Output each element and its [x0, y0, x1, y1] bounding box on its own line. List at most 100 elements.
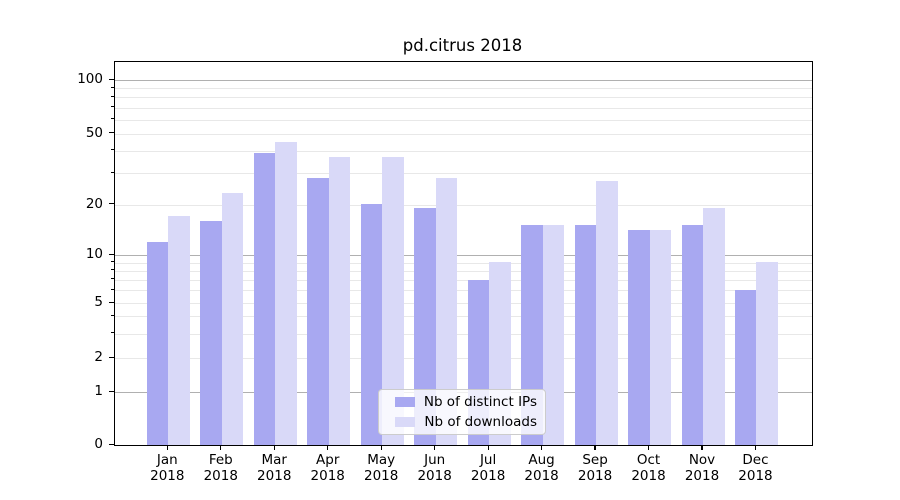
x-tick-label-sep: Sep 2018	[577, 452, 613, 484]
y-minor-tick-mark	[111, 171, 114, 173]
bar-jan-downloads	[168, 216, 190, 445]
bar-oct-distinct-ips	[628, 230, 650, 445]
y-minor-tick-mark	[111, 332, 114, 334]
gridline-minor-40	[115, 150, 812, 152]
y-tick-label-20: 20	[85, 195, 103, 212]
x-tick-label-dec: Dec 2018	[738, 452, 773, 484]
bar-apr-downloads	[328, 156, 351, 445]
y-tick-label-1: 1	[94, 383, 103, 399]
bar-may-distinct-ips	[360, 204, 383, 445]
bar-mar-distinct-ips	[253, 152, 276, 445]
gridline-minor-20	[115, 204, 812, 206]
y-tick-mark	[109, 443, 114, 445]
y-minor-tick-mark	[111, 269, 114, 271]
gridline-minor-30	[115, 173, 812, 175]
x-tick-mark-dec	[754, 445, 757, 450]
legend-swatch-distinct-ips	[395, 397, 415, 407]
gridline-minor-6	[115, 290, 812, 292]
gridline-minor-70	[115, 107, 812, 109]
bar-sep-downloads	[596, 181, 618, 445]
gridline-minor-8	[115, 270, 812, 272]
plot-area	[114, 61, 813, 446]
bar-mar-downloads	[275, 141, 297, 445]
y-minor-tick-mark	[111, 106, 114, 108]
gridline-major-10	[115, 255, 812, 257]
legend-label-downloads: Nb of downloads	[424, 413, 537, 430]
y-minor-tick-mark	[111, 288, 114, 290]
bar-jun-downloads	[435, 178, 458, 445]
bar-dec-distinct-ips	[734, 290, 757, 445]
y-tick-mark	[109, 253, 114, 255]
bar-apr-distinct-ips	[307, 178, 329, 445]
x-tick-label-nov: Nov 2018	[684, 452, 720, 484]
y-tick-mark	[109, 78, 114, 80]
x-tick-mark-apr	[327, 445, 329, 450]
x-tick-mark-may	[380, 445, 382, 450]
legend-item-distinct-ips: Nb of distinct IPs	[386, 394, 537, 411]
legend-label-distinct-ips: Nb of distinct IPs	[423, 393, 537, 410]
gridline-minor-9	[115, 262, 812, 264]
bar-jun-distinct-ips	[414, 207, 436, 445]
bar-jan-distinct-ips	[146, 241, 169, 445]
y-minor-tick-mark	[111, 132, 114, 134]
x-tick-label-jun: Jun 2018	[417, 452, 452, 484]
y-minor-tick-mark	[111, 314, 114, 316]
bar-nov-distinct-ips	[681, 225, 703, 445]
x-tick-label-jan: Jan 2018	[150, 452, 185, 484]
legend-swatch-downloads	[395, 417, 416, 427]
x-tick-label-feb: Feb 2018	[203, 452, 238, 484]
bar-oct-downloads	[649, 230, 672, 445]
chart-title: pd.citrus 2018	[402, 36, 523, 55]
y-tick-label-100: 100	[77, 71, 103, 87]
y-minor-tick-mark	[111, 203, 114, 204]
y-minor-tick-mark	[111, 149, 114, 151]
legend: Nb of distinct IPs Nb of downloads	[378, 389, 546, 435]
gridline-minor-4	[115, 316, 812, 318]
y-tick-label-5: 5	[94, 294, 103, 310]
gridline-minor-60	[115, 119, 812, 121]
gridline-major-100	[115, 80, 812, 81]
x-tick-label-aug: Aug 2018	[524, 452, 559, 484]
gridline-minor-50	[115, 133, 812, 135]
y-minor-tick-mark	[111, 356, 114, 358]
x-tick-label-oct: Oct 2018	[631, 452, 666, 484]
y-tick-label-50: 50	[85, 124, 103, 141]
y-minor-tick-mark	[111, 86, 114, 88]
x-tick-label-may: May 2018	[363, 452, 399, 484]
bar-sep-distinct-ips	[574, 225, 597, 445]
legend-item-downloads: Nb of downloads	[386, 414, 537, 431]
x-tick-label-mar: Mar 2018	[257, 452, 292, 484]
gridline-minor-7	[115, 279, 812, 281]
y-tick-label-10: 10	[85, 246, 103, 263]
gridline-minor-5	[115, 303, 812, 304]
y-minor-tick-mark	[111, 301, 114, 303]
x-tick-mark-jul	[487, 445, 489, 450]
x-tick-mark-sep	[594, 445, 596, 450]
x-tick-label-apr: Apr 2018	[310, 452, 345, 484]
x-tick-mark-jun	[434, 445, 436, 450]
x-tick-mark-nov	[701, 445, 703, 450]
x-tick-mark-oct	[647, 445, 650, 450]
bar-feb-downloads	[221, 193, 244, 445]
gridline-minor-3	[115, 333, 812, 335]
x-tick-mark-mar	[273, 445, 275, 450]
y-tick-label-0: 0	[94, 436, 103, 453]
x-tick-label-jul: Jul 2018	[470, 452, 506, 484]
bar-nov-downloads	[703, 207, 725, 445]
x-tick-mark-jan	[166, 445, 168, 450]
x-tick-mark-feb	[220, 445, 222, 450]
y-tick-mark	[109, 390, 114, 392]
gridline-minor-2	[115, 358, 812, 359]
bar-feb-distinct-ips	[200, 220, 222, 445]
gridline-minor-90	[115, 88, 812, 90]
bar-aug-downloads	[542, 225, 565, 445]
y-minor-tick-mark	[111, 261, 114, 263]
bar-may-downloads	[382, 156, 404, 445]
y-minor-tick-mark	[111, 278, 114, 280]
y-tick-label-2: 2	[94, 349, 103, 365]
bar-dec-downloads	[756, 262, 778, 445]
y-minor-tick-mark	[111, 95, 114, 97]
x-tick-mark-aug	[540, 445, 543, 450]
y-minor-tick-mark	[111, 118, 114, 120]
